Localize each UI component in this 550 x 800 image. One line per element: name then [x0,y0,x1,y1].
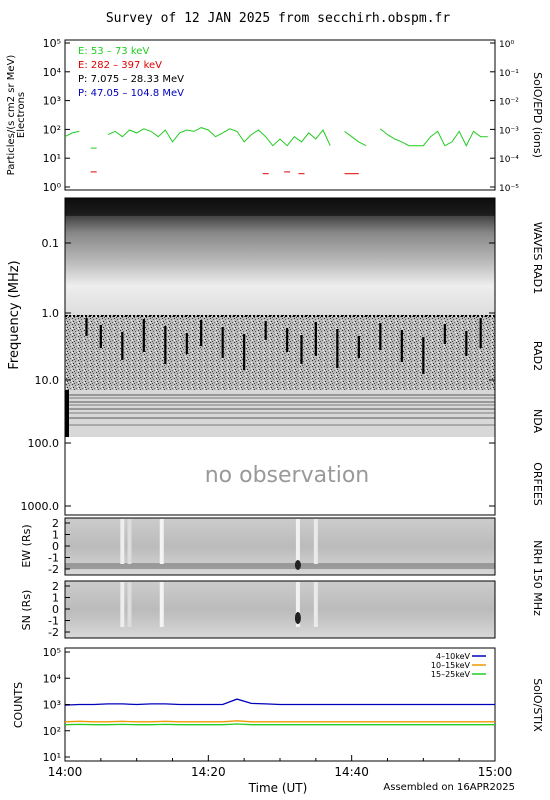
nrh-tick-label: -1 [48,615,59,628]
epd-right-tick-label: 10⁻² [499,98,519,108]
epd-left-tick-label: 10⁴ [43,66,62,79]
nrh-ew-limb-band [65,563,495,569]
nrh-tick-label: -2 [48,563,59,576]
rad1-band-top [65,198,495,216]
nrh-sn-ylabel: SN (Rs) [20,590,33,631]
waves-ylabel: Frequency (MHz) [7,260,22,369]
waves-frame [64,197,496,516]
epd-legend-item: P: 47.05 – 104.8 MeV [78,88,184,99]
rad2-spectrogram [65,315,495,390]
epd-left-tick-label: 10¹ [43,152,61,165]
stix-series-line [64,720,495,723]
epd-left-tick-label: 10³ [43,95,61,108]
nrh-ew-streak [120,519,125,564]
waves-tick-label: 100.0 [28,437,60,450]
epd-legend-item: P: 7.075 – 28.33 MeV [78,74,184,85]
nrh-sn-streak [295,582,300,627]
label-waves-rad1: WAVES RAD1 [531,222,544,294]
time-axis-label: Time (UT) [248,781,308,795]
epd-ylabel: Particles/(s cm2 sr MeV) [6,55,17,176]
waves-panel: no observation 0.1 1.0 10.0 100.0 1000.0 Fre… [7,197,544,516]
stix-legend-item: 10–15keV [431,661,471,670]
epd-left-tick-label: 10⁵ [43,37,61,50]
epd-series-line [64,130,80,138]
epd-series-line [107,127,331,147]
nrh-tick-label: 2 [52,580,59,593]
epd-series-line [379,128,488,147]
time-tick-label: 15:00 [478,765,513,779]
waves-tick-label: 10.0 [35,374,60,387]
stix-right-label: SolO/STIX [531,678,544,732]
nrh-tick-label: 0 [52,603,59,616]
nrh-sn-streak [159,582,164,627]
epd-ylabel-electrons: Electrons [16,92,27,138]
nrh-sn-streak [120,582,125,627]
label-nda: NDA [531,409,544,434]
nrh-tick-label: 1 [52,529,59,542]
nrh-tick-label: 2 [52,517,59,530]
nrh-sn-streak [127,582,132,627]
stix-tick-label: 10⁴ [43,672,62,685]
nrh-tick-label: 1 [52,592,59,605]
epd-right-tick-label: 10⁰ [499,40,514,50]
time-tick-label: 14:20 [191,765,226,779]
epd-right-tick-label: 10⁻⁴ [499,155,519,165]
stix-panel: 10⁵ 10⁴ 10³ 10² 10¹ COUNTS SolO/STIX 4–10keV… [12,646,544,764]
assembled-note: Assembled on 16APR2025 [383,782,515,793]
orfees-panel [65,437,495,515]
epd-right-tick-label: 10⁻¹ [499,69,519,79]
stix-tick-label: 10² [43,725,61,738]
rad1-spectrogram [65,198,495,315]
waves-tick-label: 1.0 [42,307,60,320]
epd-right-label: SolO/EPD (ions) [531,72,544,158]
stix-legend-item: 15–25keV [431,670,471,679]
no-observation-text: no observation [205,463,370,488]
nrh-ew-streak [127,519,132,564]
stix-tick-label: 10³ [43,699,61,712]
epd-legend-item: E: 282 – 397 keV [78,60,162,71]
nrh-ew-panel: 210-1-2 EW (Rs) [20,517,496,576]
nrh-tick-label: -2 [48,626,59,639]
nrh-sn-streak [313,582,318,627]
nrh-ew-ylabel: EW (Rs) [20,524,33,567]
epd-series-line [344,130,367,147]
nrh-tick-label: -1 [48,552,59,565]
stix-tick-label: 10⁵ [43,646,61,659]
epd-panel: 10⁵ 10⁴ 10³ 10² 10¹ 10⁰ 10⁰ 10⁻¹ 10⁻² 10⁻³ 10⁻⁴ 10… [6,37,544,194]
nrh-tick-label: 0 [52,540,59,553]
time-tick-label: 14:40 [334,765,369,779]
nrh-sn-panel: 210-1-2 SN (Rs) NRH 150 MHz [20,540,544,639]
stix-tick-label: 10¹ [43,751,61,764]
label-rad2: RAD2 [531,341,544,371]
nrh-ew-streak [295,519,300,564]
stix-series-line [64,723,495,726]
epd-left-tick-label: 10⁰ [43,181,62,194]
stix-ylabel: COUNTS [12,682,25,728]
epd-frame [64,39,496,191]
epd-legend-item: E: 53 – 73 keV [78,46,149,57]
nrh-ew-streak [313,519,318,564]
epd-right-tick-label: 10⁻⁵ [499,184,519,194]
waves-tick-label: 1000.0 [21,500,60,513]
nrh-ew-source [294,560,301,570]
figure-title: Survey of 12 JAN 2025 from secchirh.obsp… [106,11,451,26]
nrh-ew-streak [159,519,164,564]
nda-left-edge [65,390,69,437]
waves-tick-label: 0.1 [42,237,60,250]
nrh-sn-image [65,581,495,638]
epd-left-tick-label: 10² [43,123,61,136]
time-tick-label: 14:00 [48,765,83,779]
nrh-sn-source [294,612,301,624]
nrh-right-label: NRH 150 MHz [531,540,544,616]
label-orfees: ORFEES [531,462,544,506]
stix-legend-item: 4–10keV [436,652,471,661]
stix-series-line [64,698,495,706]
epd-right-tick-label: 10⁻³ [499,126,519,136]
